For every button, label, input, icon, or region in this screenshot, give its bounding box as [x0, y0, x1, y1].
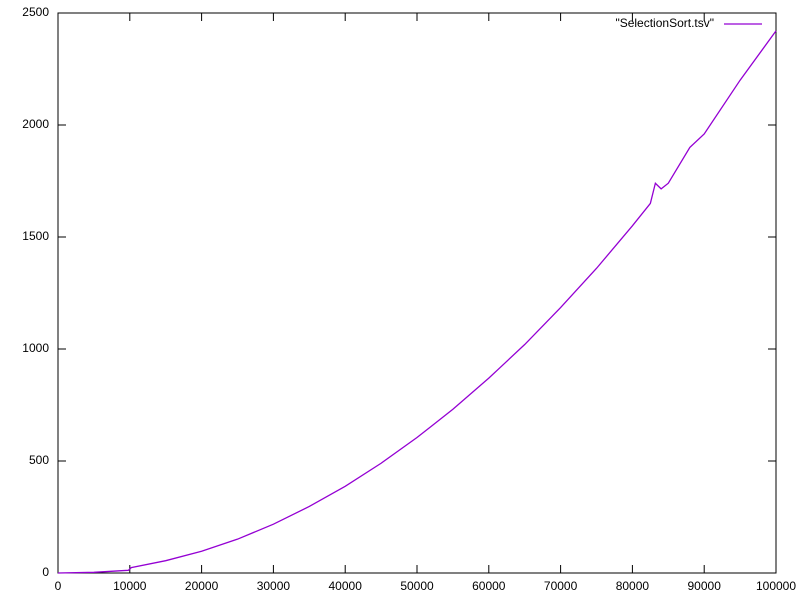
- x-tick-label: 10000: [113, 579, 147, 593]
- x-tick-label: 90000: [688, 579, 722, 593]
- x-tick-label: 70000: [544, 579, 578, 593]
- y-tick-label: 1500: [22, 229, 49, 243]
- x-tick-label: 80000: [616, 579, 650, 593]
- x-tick-label: 100000: [756, 579, 796, 593]
- y-tick-label: 500: [29, 453, 49, 467]
- y-tick-label: 2000: [22, 117, 49, 131]
- x-tick-label: 30000: [257, 579, 291, 593]
- x-tick-label: 0: [55, 579, 62, 593]
- y-tick-label: 1000: [22, 341, 49, 355]
- y-tick-label: 2500: [22, 5, 49, 19]
- legend-label: "SelectionSort.tsv": [615, 16, 714, 30]
- y-tick-label: 0: [42, 565, 49, 579]
- x-tick-label: 60000: [472, 579, 506, 593]
- x-tick-label: 50000: [400, 579, 434, 593]
- x-tick-label: 20000: [185, 579, 219, 593]
- data-line: [57, 30, 777, 574]
- x-tick-label: 40000: [329, 579, 363, 593]
- plot-frame: [57, 12, 777, 574]
